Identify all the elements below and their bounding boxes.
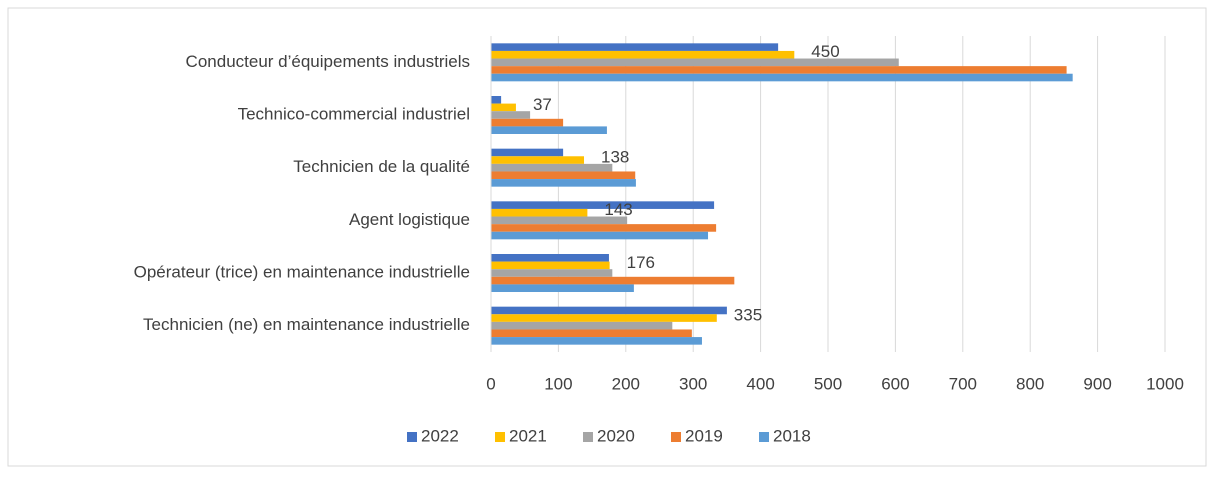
bar [491, 321, 673, 330]
bar [491, 261, 610, 270]
x-tick-label: 900 [1083, 374, 1111, 393]
x-tick-label: 0 [486, 374, 495, 393]
x-tick-label: 200 [612, 374, 640, 393]
legend-swatch [495, 432, 505, 442]
bar [491, 284, 634, 292]
data-label: 37 [533, 95, 552, 114]
bar [491, 201, 715, 209]
data-label: 450 [811, 42, 839, 61]
y-tick-label: Technico-commercial industriel [238, 104, 470, 123]
bar [491, 118, 564, 127]
legend-swatch [671, 432, 681, 442]
bar [491, 337, 702, 345]
bar [491, 163, 613, 172]
bar [491, 43, 779, 51]
x-tick-label: 700 [949, 374, 977, 393]
x-tick-label: 400 [746, 374, 774, 393]
data-label: 335 [734, 306, 762, 325]
legend-label: 2022 [421, 426, 459, 445]
x-tick-label: 1000 [1146, 374, 1184, 393]
legend-label: 2018 [773, 426, 811, 445]
bar [491, 103, 516, 112]
legend-swatch [407, 432, 417, 442]
x-tick-label: 600 [881, 374, 909, 393]
bar [491, 216, 628, 225]
x-tick-label: 800 [1016, 374, 1044, 393]
bar [491, 269, 613, 277]
y-tick-label: Opérateur (trice) en maintenance industr… [134, 262, 470, 281]
data-label: 176 [627, 253, 655, 272]
bar [491, 306, 727, 315]
x-tick-label: 300 [679, 374, 707, 393]
bar [491, 224, 717, 232]
x-tick-label: 100 [544, 374, 572, 393]
bar [491, 73, 1073, 82]
bar [491, 96, 502, 104]
bar [491, 171, 636, 180]
legend-swatch [583, 432, 593, 442]
y-tick-label: Agent logistique [349, 210, 470, 229]
bar [491, 208, 588, 217]
bar [491, 254, 609, 262]
bar [491, 156, 585, 164]
bar [491, 50, 795, 59]
bar [491, 179, 636, 187]
bar [491, 314, 717, 322]
bar [491, 276, 735, 285]
bar [491, 329, 692, 338]
data-label: 143 [604, 200, 632, 219]
bar [491, 231, 709, 240]
bar [491, 148, 564, 157]
legend-label: 2019 [685, 426, 723, 445]
legend-swatch [759, 432, 769, 442]
y-tick-label: Technicien de la qualité [293, 157, 470, 176]
bar [491, 111, 531, 119]
bar [491, 66, 1067, 74]
legend-label: 2021 [509, 426, 547, 445]
legend-label: 2020 [597, 426, 635, 445]
y-tick-label: Technicien (ne) en maintenance industrie… [143, 315, 470, 334]
data-label: 138 [601, 148, 629, 167]
y-tick-label: Conducteur d’équipements industriels [186, 52, 470, 71]
bar [491, 58, 899, 67]
bar [491, 126, 607, 134]
x-tick-label: 500 [814, 374, 842, 393]
